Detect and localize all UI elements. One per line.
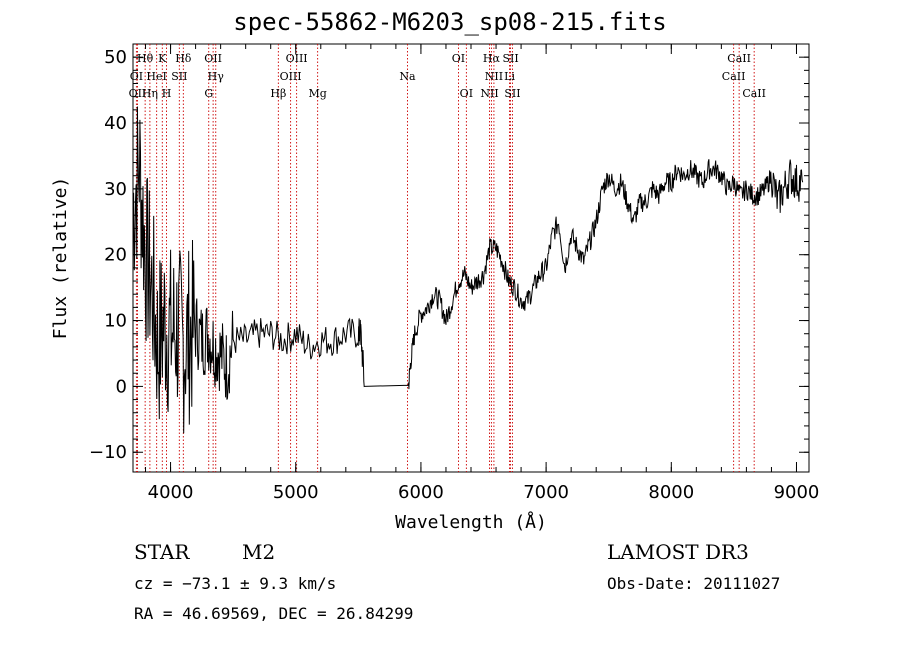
y-tick-label: 20 [104, 245, 127, 266]
line-label: Hθ [137, 52, 154, 65]
x-axis-label: Wavelength (Å) [395, 511, 547, 533]
object-subclass: M2 [242, 540, 276, 564]
x-tick-label: 9000 [774, 482, 820, 503]
survey-name: LAMOST DR3 [607, 540, 749, 564]
line-label: OII [129, 87, 147, 100]
line-label: NII [485, 70, 503, 83]
line-label: Hη [142, 87, 158, 100]
line-label: NII [480, 87, 498, 100]
line-label: Mg [308, 87, 326, 100]
line-label: OIII [286, 52, 308, 65]
line-label: CaII [727, 52, 751, 65]
y-axis-label: Flux (relative) [50, 177, 71, 340]
line-label: G [204, 87, 213, 100]
obs-date: Obs-Date: 20111027 [607, 574, 781, 593]
y-tick-label: 10 [104, 311, 127, 332]
line-label: HeI [146, 70, 166, 83]
line-label: OI [130, 70, 143, 83]
line-label: Hα [483, 52, 501, 65]
x-tick-label: 6000 [398, 482, 444, 503]
line-label: K [158, 52, 167, 65]
line-label: Na [399, 70, 416, 83]
line-label: SII [504, 87, 520, 100]
line-label: OI [460, 87, 473, 100]
y-tick-label: −10 [89, 442, 127, 463]
x-tick-label: 4000 [148, 482, 194, 503]
line-label: OI [452, 52, 465, 65]
x-tick-label: 7000 [523, 482, 569, 503]
line-label: Li [504, 70, 515, 83]
line-label: SII [502, 52, 518, 65]
x-tick-label: 8000 [648, 482, 694, 503]
coordinates: RA = 46.69569, DEC = 26.84299 [134, 604, 414, 623]
plot-frame [132, 43, 810, 473]
y-tick-label: 0 [116, 376, 127, 397]
line-label: CaII [722, 70, 746, 83]
line-label: OII [204, 52, 222, 65]
x-tick-label: 5000 [273, 482, 319, 503]
cz-value: cz = −73.1 ± 9.3 km/s [134, 574, 337, 593]
line-label: CaII [742, 87, 766, 100]
line-label: SII [171, 70, 187, 83]
line-label: Hδ [175, 52, 192, 65]
line-label: Hβ [270, 87, 286, 100]
flux-series-line [132, 106, 804, 434]
line-label: Hγ [208, 70, 225, 83]
object-class: STAR [134, 540, 190, 564]
line-label: H [162, 87, 172, 100]
chart-title: spec-55862-M6203_sp08-215.fits [233, 8, 667, 36]
y-tick-label: 30 [104, 179, 127, 200]
line-label: OIII [280, 70, 302, 83]
y-tick-label: 40 [104, 113, 127, 134]
y-tick-label: 50 [104, 47, 127, 68]
